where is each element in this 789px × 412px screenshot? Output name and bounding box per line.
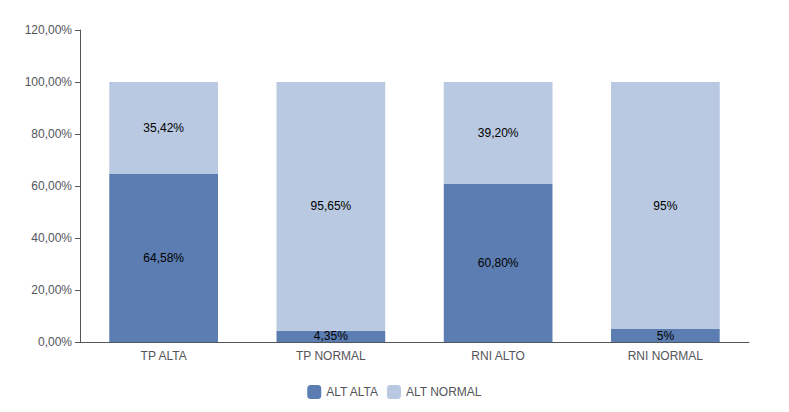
svg-text:ALT ALTA: ALT ALTA — [326, 385, 378, 399]
svg-text:100,00%: 100,00% — [25, 75, 73, 89]
svg-text:20,00%: 20,00% — [31, 283, 72, 297]
svg-text:RNI NORMAL: RNI NORMAL — [628, 349, 704, 363]
svg-text:TP NORMAL: TP NORMAL — [296, 349, 366, 363]
svg-text:60,00%: 60,00% — [31, 179, 72, 193]
svg-text:95%: 95% — [653, 199, 677, 213]
svg-text:40,00%: 40,00% — [31, 231, 72, 245]
svg-text:4,35%: 4,35% — [314, 329, 348, 343]
svg-text:5%: 5% — [657, 329, 675, 343]
svg-text:TP ALTA: TP ALTA — [141, 349, 187, 363]
svg-text:80,00%: 80,00% — [31, 127, 72, 141]
svg-text:39,20%: 39,20% — [478, 126, 519, 140]
svg-text:0,00%: 0,00% — [38, 335, 72, 349]
svg-text:64,58%: 64,58% — [143, 251, 184, 265]
svg-text:60,80%: 60,80% — [478, 256, 519, 270]
svg-text:RNI ALTO: RNI ALTO — [471, 349, 525, 363]
svg-text:35,42%: 35,42% — [143, 121, 184, 135]
svg-text:120,00%: 120,00% — [25, 23, 73, 37]
svg-text:ALT NORMAL: ALT NORMAL — [406, 385, 482, 399]
svg-text:95,65%: 95,65% — [311, 199, 352, 213]
